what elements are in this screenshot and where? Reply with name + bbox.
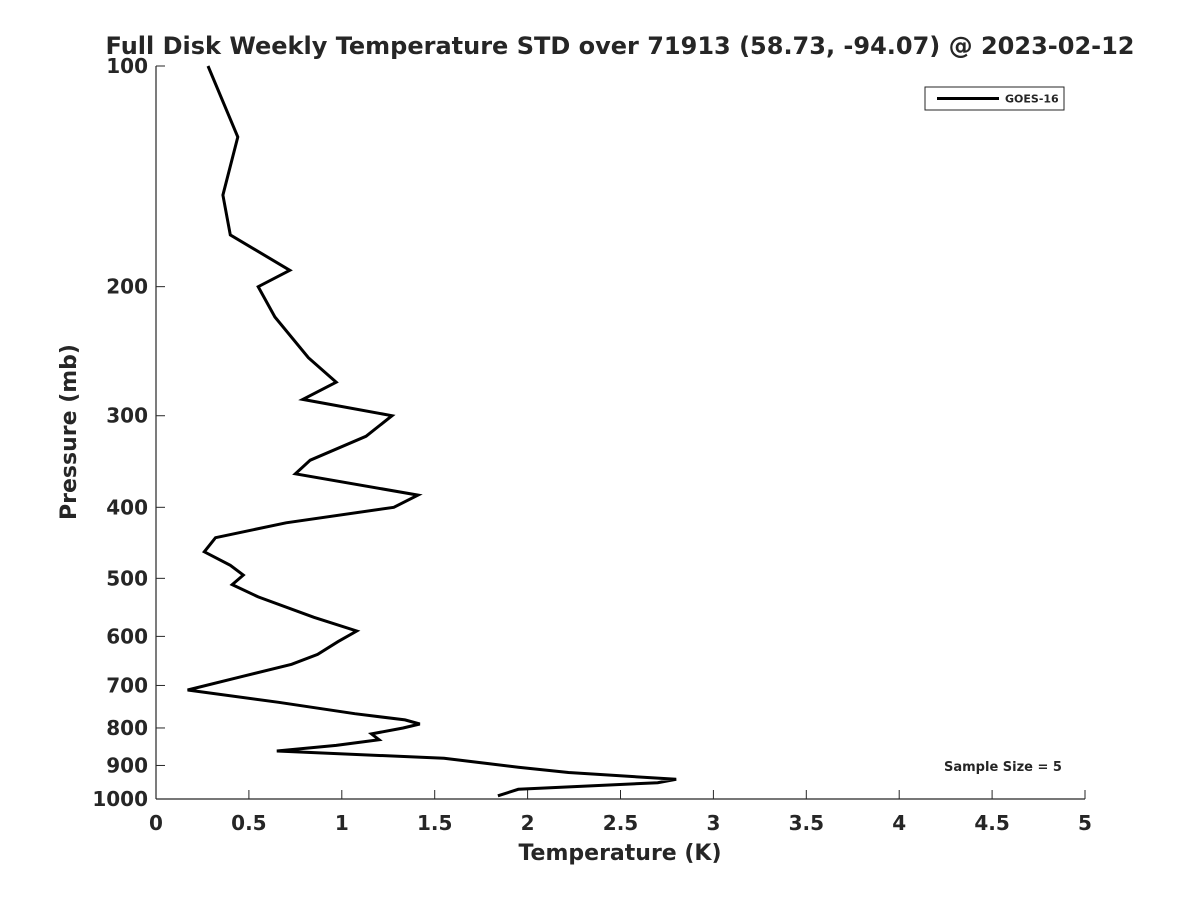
x-tick-label: 1.5: [417, 811, 452, 835]
y-tick-label: 800: [106, 716, 148, 740]
chart-title: Full Disk Weekly Temperature STD over 71…: [106, 32, 1135, 60]
x-tick-label: 5: [1078, 811, 1092, 835]
y-tick-label: 600: [106, 624, 148, 648]
y-tick-label: 400: [106, 495, 148, 519]
x-tick-label: 3: [706, 811, 720, 835]
x-axis-label: Temperature (K): [518, 841, 721, 866]
x-tick-label: 2: [521, 811, 535, 835]
y-tick-label: 300: [106, 404, 148, 428]
y-tick-label: 100: [106, 54, 148, 78]
temperature-std-chart: Full Disk Weekly Temperature STD over 71…: [0, 0, 1200, 900]
sample-size-annotation: Sample Size = 5: [944, 760, 1062, 775]
legend: GOES-16: [925, 87, 1064, 110]
y-tick-label: 700: [106, 673, 148, 697]
x-tick-label: 0.5: [231, 811, 266, 835]
x-tick-label: 0: [149, 811, 163, 835]
legend-label-goes-16: GOES-16: [1005, 93, 1059, 106]
y-tick-label: 900: [106, 753, 148, 777]
y-tick-label: 200: [106, 275, 148, 299]
x-tick-label: 4.5: [974, 811, 1009, 835]
y-axis-label: Pressure (mb): [57, 344, 82, 520]
x-tick-label: 4: [892, 811, 906, 835]
y-tick-label: 1000: [92, 787, 148, 811]
x-tick-label: 2.5: [603, 811, 638, 835]
x-tick-label: 1: [335, 811, 349, 835]
x-tick-label: 3.5: [789, 811, 824, 835]
y-tick-label: 500: [106, 566, 148, 590]
